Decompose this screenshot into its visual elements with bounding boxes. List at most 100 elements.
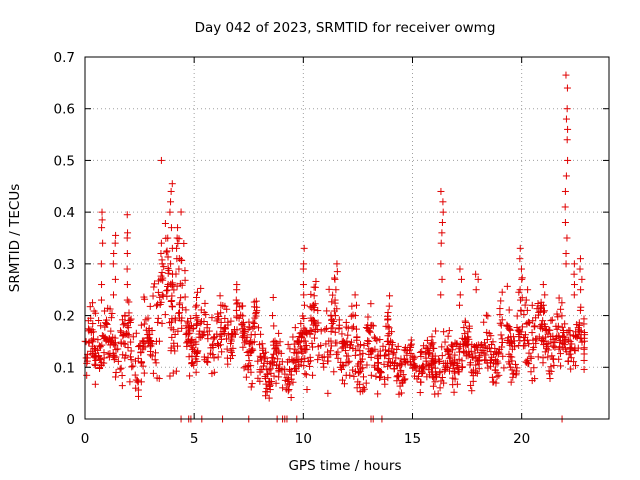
data-point: [262, 348, 270, 356]
data-point: [158, 291, 166, 299]
data-point: [104, 350, 112, 358]
data-point: [112, 373, 120, 381]
data-point: [250, 322, 258, 330]
data-point: [298, 345, 306, 353]
data-point: [323, 357, 331, 365]
data-point: [505, 306, 513, 314]
data-point: [217, 318, 225, 326]
data-point: [451, 375, 459, 383]
y-tick-label: 0.2: [54, 309, 75, 325]
data-point: [291, 324, 299, 332]
data-point: [286, 345, 294, 353]
data-point: [366, 328, 374, 336]
x-tick-label: 0: [81, 431, 90, 447]
data-point: [300, 244, 308, 252]
data-point: [302, 371, 310, 379]
data-point: [289, 333, 297, 341]
data-point: [548, 352, 556, 360]
data-point: [192, 355, 200, 363]
data-point: [300, 301, 308, 309]
data-point: [167, 224, 175, 232]
data-point: [125, 309, 133, 317]
data-point: [458, 357, 466, 365]
data-point: [458, 364, 466, 372]
data-point: [393, 345, 401, 353]
data-point: [96, 343, 104, 351]
data-point: [148, 340, 156, 348]
data-point: [541, 325, 549, 333]
data-point: [440, 328, 448, 336]
data-point: [547, 363, 555, 371]
data-point: [97, 355, 105, 363]
data-point: [246, 323, 254, 331]
data-point: [445, 354, 453, 362]
data-point: [100, 332, 108, 340]
data-point: [99, 239, 107, 247]
data-point: [145, 324, 153, 332]
data-point: [397, 355, 405, 363]
data-point: [284, 377, 292, 385]
data-point: [299, 312, 307, 320]
data-point: [193, 350, 201, 358]
data-point: [192, 368, 200, 376]
data-point: [146, 302, 154, 310]
data-point: [437, 377, 445, 385]
data-point: [128, 363, 136, 371]
data-point: [143, 334, 151, 342]
data-point: [150, 280, 158, 288]
data-point: [384, 362, 392, 370]
data-point: [480, 318, 488, 326]
data-point: [450, 388, 458, 396]
data-point: [580, 320, 588, 328]
data-point: [354, 378, 362, 386]
data-point: [419, 362, 427, 370]
data-point: [449, 364, 457, 372]
data-point: [580, 350, 588, 358]
data-point: [98, 281, 106, 289]
data-point: [146, 351, 154, 359]
data-point: [428, 333, 436, 341]
data-point: [131, 371, 139, 379]
data-point: [297, 320, 305, 328]
data-point: [243, 333, 251, 341]
data-point: [325, 337, 333, 345]
data-point: [175, 235, 183, 243]
data-point: [132, 329, 140, 337]
data-point: [338, 338, 346, 346]
data-point: [507, 333, 515, 341]
data-point: [297, 333, 305, 341]
data-point: [574, 326, 582, 334]
data-point: [435, 358, 443, 366]
data-point: [580, 329, 588, 337]
data-point: [241, 339, 249, 347]
data-point: [324, 389, 332, 397]
data-point: [488, 373, 496, 381]
data-point: [522, 296, 530, 304]
data-point: [323, 324, 331, 332]
data-point: [258, 340, 266, 348]
data-point: [555, 345, 563, 353]
data-point: [540, 307, 548, 315]
data-point: [540, 338, 548, 346]
data-point: [102, 316, 110, 324]
data-point: [301, 355, 309, 363]
data-point: [262, 392, 270, 400]
data-point: [346, 371, 354, 379]
data-point: [123, 234, 131, 242]
data-point: [517, 265, 525, 273]
data-point: [384, 309, 392, 317]
data-point: [176, 280, 184, 288]
data-point: [253, 307, 261, 315]
data-point: [92, 356, 100, 364]
data-point: [429, 382, 437, 390]
data-point: [117, 364, 125, 372]
data-point: [266, 359, 274, 367]
data-point: [168, 292, 176, 300]
data-point: [468, 387, 476, 395]
data-point: [168, 333, 176, 341]
data-point: [186, 372, 194, 380]
data-point: [379, 342, 387, 350]
data-point: [111, 239, 119, 247]
data-point: [111, 275, 119, 283]
data-point: [300, 362, 308, 370]
